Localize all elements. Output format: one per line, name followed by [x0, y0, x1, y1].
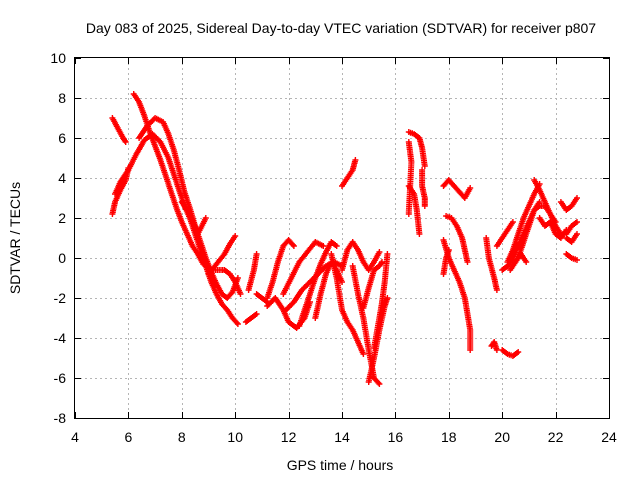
- y-tick-label: 4: [58, 170, 66, 186]
- x-tick-label: 20: [494, 429, 510, 445]
- x-tick-label: 6: [125, 429, 133, 445]
- y-tick-label: -2: [54, 290, 67, 306]
- y-tick-label: 0: [58, 250, 66, 266]
- x-tick-label: 12: [281, 429, 297, 445]
- chart-title: Day 083 of 2025, Sidereal Day-to-day VTE…: [86, 20, 596, 36]
- x-tick-label: 14: [334, 429, 350, 445]
- x-tick-label: 22: [548, 429, 564, 445]
- y-tick-label: 10: [50, 50, 66, 66]
- y-tick-label: 2: [58, 210, 66, 226]
- x-tick-label: 24: [601, 429, 617, 445]
- y-tick-label: 6: [58, 130, 66, 146]
- x-tick-label: 18: [441, 429, 457, 445]
- grid: [75, 58, 609, 418]
- y-tick-label: -6: [54, 370, 67, 386]
- x-tick-label: 8: [178, 429, 186, 445]
- y-tick-label: -4: [54, 330, 67, 346]
- data-marks: [109, 91, 580, 387]
- plot-frame: [74, 57, 610, 419]
- x-tick-label: 16: [388, 429, 404, 445]
- x-axis-label: GPS time / hours: [287, 457, 394, 473]
- y-tick-label: -8: [54, 410, 67, 426]
- sdtvar-points: [109, 91, 580, 387]
- y-tick-label: 8: [58, 90, 66, 106]
- x-tick-label: 4: [71, 429, 79, 445]
- x-tick-label: 10: [227, 429, 243, 445]
- y-axis-label: SDTVAR / TECUs: [7, 182, 23, 294]
